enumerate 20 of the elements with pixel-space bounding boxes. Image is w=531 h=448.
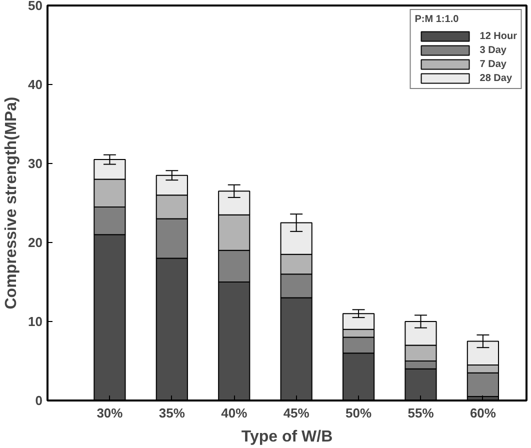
legend-label: 7 Day xyxy=(480,58,506,70)
x-tick-label: 35% xyxy=(158,406,186,420)
y-tick-label: 30 xyxy=(28,156,43,171)
x-tick-label: 45% xyxy=(283,406,310,420)
x-tick-label: 30% xyxy=(96,406,124,420)
y-tick-label: 10 xyxy=(28,314,43,329)
y-tick-label: 40 xyxy=(28,77,43,92)
x-axis-title: Type of W/B xyxy=(241,428,333,446)
x-tick-label: 55% xyxy=(408,406,434,420)
y-tick-label: 50 xyxy=(28,0,43,13)
y-tick-label: 20 xyxy=(28,235,43,250)
x-tick-label: 50% xyxy=(346,406,372,420)
legend-title: P:M 1:1.0 xyxy=(414,14,460,25)
legend-label: 28 Day xyxy=(480,72,512,84)
legend-label: 12 Hour xyxy=(480,30,517,42)
legend-label: 3 Day xyxy=(480,44,506,56)
x-tick-label: 60% xyxy=(470,406,496,420)
y-tick-label: 0 xyxy=(35,393,43,408)
x-tick-label: 40% xyxy=(221,406,248,420)
y-axis-title: Compressive strength(MPa) xyxy=(3,96,20,310)
